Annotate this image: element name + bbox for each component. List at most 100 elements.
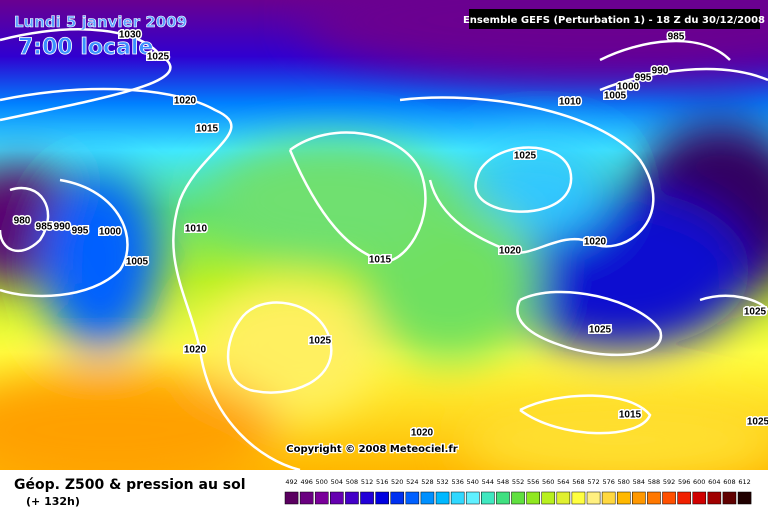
isobar-label: 1005 (604, 91, 627, 102)
isobar-label: 985 (36, 222, 53, 233)
scale-label: 564 (557, 478, 569, 486)
scale-label: 588 (648, 478, 660, 486)
scale-swatch (526, 491, 540, 505)
scale-swatch (496, 491, 510, 505)
scale-label: 496 (300, 478, 312, 486)
scale-label: 552 (512, 478, 524, 486)
scale-label: 596 (678, 478, 690, 486)
scale-label: 556 (527, 478, 539, 486)
scale-swatch (360, 491, 374, 505)
scale-swatch (465, 491, 480, 505)
footer-lead: (+ 132h) (26, 495, 80, 508)
isobar-label: 1025 (147, 52, 170, 63)
scale-swatch (330, 491, 344, 505)
isobar-label: 1025 (589, 325, 612, 336)
scale-label: 512 (361, 478, 373, 486)
scale-label: 500 (316, 478, 328, 486)
isobar-label: 990 (54, 222, 71, 233)
forecast-date: Lundi 5 janvier 2009 (14, 13, 187, 31)
scale-swatch (390, 491, 405, 505)
isobar-label: 1015 (196, 124, 219, 135)
scale-swatch (601, 491, 616, 505)
scale-label: 520 (391, 478, 403, 486)
isobar-label: 1000 (99, 227, 122, 238)
scale-swatch (677, 491, 691, 505)
scale-swatch (737, 491, 752, 505)
isobar-label: 990 (652, 66, 669, 77)
scale-swatch (707, 491, 722, 505)
scale-swatch (586, 491, 601, 505)
copyright: Copyright © 2008 Meteociel.fr (286, 444, 457, 455)
scale-swatch (541, 491, 556, 505)
isobar-label: 1000 (617, 82, 640, 93)
scale-swatch (435, 491, 450, 505)
model-run: Ensemble GEFS (Perturbation 1) - 18 Z du… (463, 15, 765, 26)
field (0, 0, 768, 470)
scale-label: 548 (497, 478, 509, 486)
scale-label: 612 (738, 478, 750, 486)
scale-label: 528 (421, 478, 433, 486)
scale-label: 536 (451, 478, 463, 486)
isobar-label: 1020 (499, 246, 522, 257)
scale-swatch (405, 491, 420, 505)
isobar-label: 1015 (619, 410, 642, 421)
scale-swatch (571, 491, 586, 505)
scale-swatch (345, 491, 359, 505)
scale-label: 600 (693, 478, 705, 486)
isobar-label: 1020 (584, 237, 607, 248)
scale-label: 504 (331, 478, 343, 486)
isobar-label: 1020 (184, 345, 207, 356)
scale-label: 516 (376, 478, 388, 486)
isobar-label: 1025 (514, 151, 537, 162)
scale-label: 576 (602, 478, 614, 486)
scale-label: 592 (663, 478, 675, 486)
scale-swatch (616, 491, 631, 505)
scale-swatch (314, 491, 329, 505)
footer-title: Géop. Z500 & pression au sol (14, 477, 246, 493)
isobar-label: 1020 (174, 96, 197, 107)
scale-label: 608 (723, 478, 735, 486)
scale-swatch (375, 491, 389, 505)
isobar-label: 995 (635, 73, 652, 84)
isobar-label: 1025 (309, 336, 332, 347)
scale-label: 508 (346, 478, 358, 486)
scale-swatch (420, 491, 435, 505)
scale-swatch (481, 491, 495, 505)
scale-label: 492 (285, 478, 297, 486)
isobar-label: 1025 (747, 417, 768, 428)
scale-swatch (556, 491, 571, 505)
isobar-label: 985 (668, 32, 685, 43)
isobar-label: 1020 (411, 428, 434, 439)
scale-label: 604 (708, 478, 720, 486)
isobar-label: 980 (14, 216, 31, 227)
scale-swatch (692, 491, 707, 505)
scale-label: 568 (572, 478, 584, 486)
scale-swatch (511, 491, 525, 505)
forecast-time: 7:00 locale (18, 35, 153, 60)
isobar-label: 1030 (119, 30, 142, 41)
scale-label: 584 (633, 478, 645, 486)
isobar-label: 1005 (126, 257, 149, 268)
model-box (469, 9, 760, 29)
isobar-label: 1025 (744, 307, 767, 318)
scale-swatch (662, 491, 676, 505)
isobar-label: 995 (72, 226, 89, 237)
scale-label: 524 (406, 478, 418, 486)
scale-swatch (450, 491, 465, 505)
scale-label: 544 (482, 478, 494, 486)
scale-label: 540 (467, 478, 479, 486)
isobar-label: 1010 (559, 97, 582, 108)
isobar-label: 1010 (185, 224, 208, 235)
scale-swatch (284, 491, 299, 505)
scale-swatch (722, 491, 737, 505)
scale-label: 580 (618, 478, 630, 486)
scale-swatch (299, 491, 314, 505)
scale-swatch (632, 491, 646, 505)
scale-label: 532 (436, 478, 448, 486)
scale-label: 560 (542, 478, 554, 486)
scale-swatch (647, 491, 661, 505)
scale-label: 572 (587, 478, 599, 486)
isobar-label: 1015 (369, 255, 392, 266)
